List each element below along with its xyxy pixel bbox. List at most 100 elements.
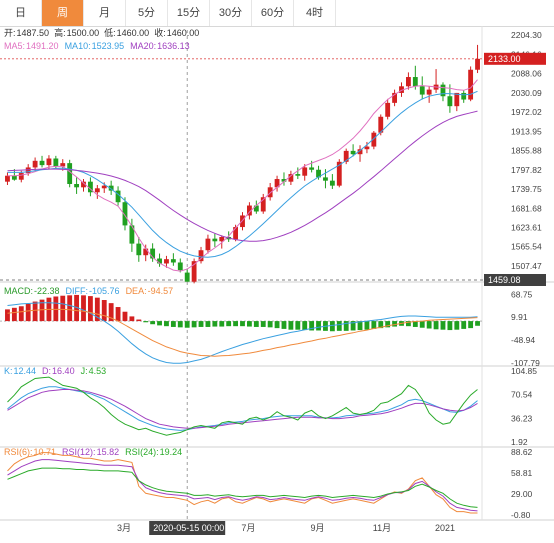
macd-bar xyxy=(350,321,356,331)
macd-bar xyxy=(392,321,398,327)
main-ytick-label: 1507.47 xyxy=(511,261,542,271)
kdj-legend-label: K: xyxy=(4,366,13,376)
macd-line-dea xyxy=(7,308,478,357)
tab-5[interactable]: 30分 xyxy=(210,0,252,26)
macd-bar xyxy=(191,321,197,328)
candle-body xyxy=(385,102,391,117)
candle-body xyxy=(101,185,107,189)
candle-body xyxy=(60,163,66,167)
candle-body xyxy=(253,205,259,212)
rsi-line-0 xyxy=(7,452,478,514)
candle-body xyxy=(461,92,467,100)
macd-bar xyxy=(18,306,24,322)
macd-bar xyxy=(219,321,225,327)
macd-bar xyxy=(426,321,432,329)
candle-body xyxy=(267,187,273,198)
candle-body xyxy=(212,238,218,242)
tab-1[interactable]: 周 xyxy=(42,0,84,26)
candle-body xyxy=(419,86,425,95)
macd-bar xyxy=(412,321,418,327)
candle-body xyxy=(309,167,315,170)
macd-bar xyxy=(433,321,439,330)
ohlc-legend-value: 1487.50 xyxy=(17,28,50,38)
macd-bar xyxy=(143,321,149,323)
macd-bar xyxy=(11,307,17,322)
macd-bar xyxy=(87,296,93,322)
macd-bar xyxy=(371,321,377,329)
macd-ytick-label: 9.91 xyxy=(511,312,528,322)
kdj-legend-value: 12.44 xyxy=(14,366,37,376)
candle-body xyxy=(343,150,349,162)
candle-body xyxy=(136,243,142,256)
tab-3[interactable]: 5分 xyxy=(126,0,168,26)
macd-bar xyxy=(336,321,342,331)
macd-legend-label: DIFF: xyxy=(66,286,89,296)
kdj-ytick-label: 1.92 xyxy=(511,437,528,447)
macd-bar xyxy=(295,321,301,330)
candle-body xyxy=(281,179,287,182)
ma-legend-value: 1523.95 xyxy=(92,41,125,51)
macd-bar xyxy=(150,321,156,325)
last-price-tag xyxy=(484,52,546,65)
tab-0[interactable]: 日 xyxy=(0,0,42,26)
macd-legend-value: -94.57 xyxy=(148,286,174,296)
macd-bar xyxy=(233,321,239,327)
candle-body xyxy=(74,183,80,188)
macd-legend-label: MACD: xyxy=(4,286,33,296)
macd-bar xyxy=(53,296,59,322)
macd-bar xyxy=(129,316,135,322)
macd-bar xyxy=(226,321,232,327)
ma-legend-label: MA10: xyxy=(65,41,91,51)
macd-bar xyxy=(253,321,259,327)
main-ytick-label: 1565.54 xyxy=(511,242,542,252)
tab-2[interactable]: 月 xyxy=(84,0,126,26)
kdj-legend-label: D: xyxy=(42,366,51,376)
candle-body xyxy=(412,77,418,87)
candle-body xyxy=(53,158,59,167)
candle-body xyxy=(143,248,149,256)
x-tick-label: 11月 xyxy=(373,523,391,533)
candle-body xyxy=(440,84,446,97)
macd-bar xyxy=(260,321,266,327)
rsi-legend-value: 15.82 xyxy=(97,447,120,457)
macd-bar xyxy=(364,321,370,330)
macd-bar xyxy=(281,321,287,329)
macd-bar xyxy=(5,309,10,322)
candle-body xyxy=(46,158,52,166)
macd-bar xyxy=(122,311,128,322)
macd-bar xyxy=(74,294,80,322)
macd-bar xyxy=(468,321,474,329)
rsi-legend-label: RSI(24): xyxy=(125,447,159,457)
candle-body xyxy=(323,177,328,181)
ohlc-legend-value: 1460.00 xyxy=(117,28,150,38)
candle-body xyxy=(350,150,356,155)
tab-7[interactable]: 4时 xyxy=(294,0,336,26)
macd-bar xyxy=(164,321,169,327)
candle-body xyxy=(87,181,93,193)
tab-6[interactable]: 60分 xyxy=(252,0,294,26)
macd-bar xyxy=(316,321,321,331)
candle-body xyxy=(5,175,10,182)
macd-bar xyxy=(177,321,183,328)
rsi-ytick-label: -0.80 xyxy=(511,510,531,520)
last-price-label: 2133.00 xyxy=(488,54,521,64)
kdj-line-j xyxy=(7,376,478,436)
candle-body xyxy=(274,179,280,188)
candle-body xyxy=(399,86,404,93)
macd-bar xyxy=(115,307,121,322)
macd-bar xyxy=(60,295,66,322)
ma-legend-label: MA5: xyxy=(4,41,25,51)
ohlc-legend-label: 高: xyxy=(54,27,66,38)
x-tick-label: 7月 xyxy=(241,523,255,533)
x-tick-label: 9月 xyxy=(311,523,325,533)
macd-bar xyxy=(108,303,114,322)
candle-body xyxy=(170,259,176,263)
candle-body xyxy=(177,262,183,271)
tab-4[interactable]: 15分 xyxy=(168,0,210,26)
kdj-legend-label: J: xyxy=(81,366,88,376)
kdj-ytick-label: 104.85 xyxy=(511,366,537,376)
candle-body xyxy=(184,272,190,282)
macd-bar xyxy=(329,321,335,332)
candle-body xyxy=(94,188,100,193)
chart-area[interactable]: 2204.302146.162088.062030.091972.021913.… xyxy=(0,26,554,543)
